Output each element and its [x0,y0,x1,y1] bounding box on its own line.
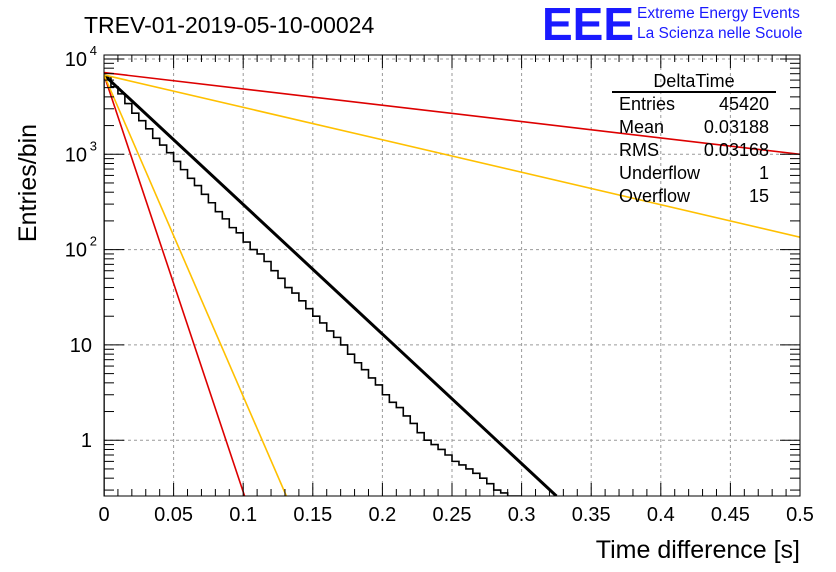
y-tick-label: 10 [65,49,87,71]
stats-label-entries: Entries [619,94,675,114]
stats-label-mean: Mean [619,117,664,137]
y-tick-label: 10 [70,335,92,357]
y-axis-label: Entries/bin [14,124,42,242]
y-tick-exponent: 2 [90,234,97,249]
x-tick-label: 0.2 [368,504,396,526]
fit-curve [104,74,246,496]
x-tick-label: 0.05 [154,504,193,526]
stats-value-overflow: 15 [749,186,769,206]
fit-curves [104,71,800,496]
stats-label-underflow: Underflow [619,163,701,183]
x-tick-label: 0.3 [508,504,536,526]
grid-lines [104,55,800,496]
stats-label-overflow: Overflow [619,186,691,206]
y-tick-label: 1 [81,430,92,452]
x-tick-label: 0.45 [711,504,750,526]
y-tick-exponent: 3 [90,138,97,153]
fit-curve [104,73,558,496]
x-tick-labels: 0 0.05 0.1 0.15 0.2 0.25 0.3 0.35 0.4 0.45 0.5 [98,504,813,526]
fit-curve [104,71,800,156]
axis-ticks [103,55,801,496]
stats-box: DeltaTime Entries 45420 Mean 0.03188 RMS… [612,71,776,206]
x-tick-label: 0.5 [786,504,814,526]
y-tick-label: 10 [65,144,87,166]
x-tick-label: 0.15 [293,504,332,526]
x-tick-label: 0.25 [433,504,472,526]
fit-curve [104,74,800,238]
stats-label-rms: RMS [619,140,659,160]
eee-logo-mark: EEE [542,0,634,50]
fit-curve [104,74,288,496]
chart-title: TREV-01-2019-05-10-00024 [84,12,374,38]
y-tick-label: 10 [65,240,87,262]
x-tick-label: 0.1 [229,504,257,526]
histogram-deltatime [104,75,522,496]
eee-logo: EEE Extreme Energy Events La Scienza nel… [542,0,802,50]
x-axis-label: Time difference [s] [596,536,800,564]
stats-title: DeltaTime [653,71,734,91]
x-tick-label: 0.35 [572,504,611,526]
logo-line-1: Extreme Energy Events [637,5,800,22]
logo-line-2: La Scienza nelle Scuole [637,25,802,42]
stats-value-entries: 45420 [719,94,769,114]
stats-value-mean: 0.03188 [704,117,769,137]
stats-value-underflow: 1 [759,163,769,183]
x-tick-label: 0.4 [647,504,675,526]
stats-value-rms: 0.03168 [704,140,769,160]
y-tick-exponent: 4 [90,43,97,58]
x-tick-label: 0 [98,504,109,526]
